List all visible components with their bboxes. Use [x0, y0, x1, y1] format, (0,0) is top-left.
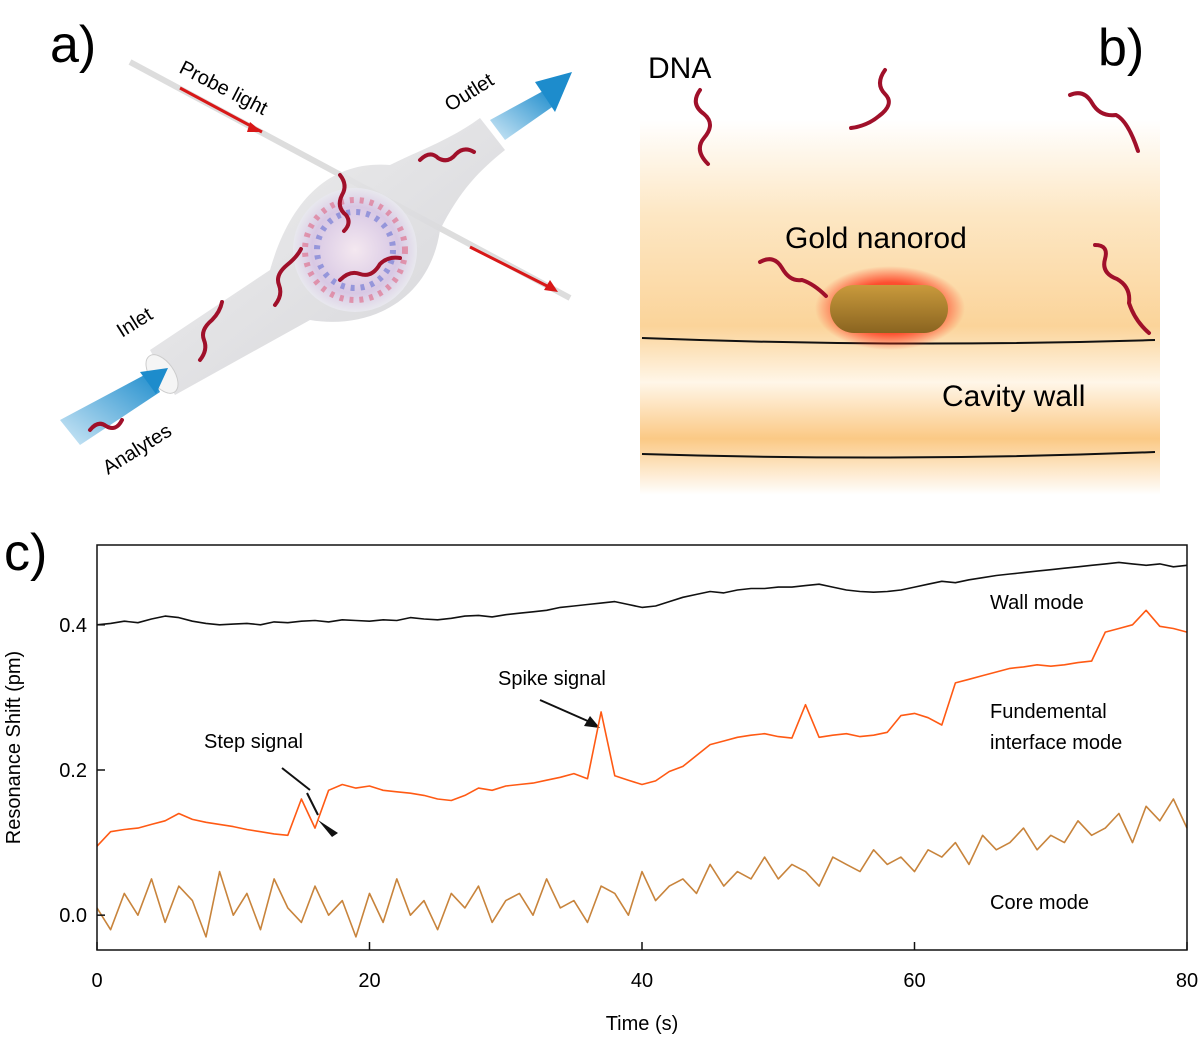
dna	[693, 88, 712, 166]
dna	[1068, 91, 1140, 153]
wall-edge	[641, 451, 1156, 459]
dna	[337, 173, 351, 233]
outlet-arrow	[490, 90, 555, 140]
wall-label: Cavity wall	[942, 380, 1085, 413]
annotation: Wall mode	[990, 592, 1084, 614]
arrow	[281, 767, 311, 791]
annotation: interface mode	[990, 732, 1122, 754]
arrowhead	[247, 122, 262, 132]
arrowhead	[535, 72, 572, 112]
annotation: Core mode	[990, 892, 1089, 914]
series-line	[96, 609, 1188, 847]
dna	[1093, 243, 1151, 335]
x-axis-label: Time (s)	[606, 1013, 679, 1035]
probe-arrow	[179, 86, 263, 134]
arrowhead	[318, 820, 338, 837]
dna-label: DNA	[648, 52, 711, 85]
panel-label: c)	[4, 524, 47, 582]
annotation: Fundemental	[990, 701, 1107, 723]
y-tick-label: 0.0	[59, 905, 87, 927]
x-tick-label: 80	[1176, 970, 1198, 992]
nanorod-label: Gold nanorod	[785, 222, 967, 255]
resonator	[293, 188, 417, 312]
annotation: Spike signal	[498, 668, 606, 690]
outlet-label: Outlet	[441, 69, 498, 116]
dna	[758, 257, 828, 298]
y-tick-label: 0.4	[59, 615, 87, 637]
nanorod	[830, 285, 948, 333]
inlet-label: Inlet	[113, 303, 157, 342]
chart: 0 20 40 60 80 0.0 0.2 0.4 Time (s) Resonance Shif…	[3, 544, 1198, 1035]
dna	[88, 418, 124, 432]
x-tick-label: 40	[631, 970, 653, 992]
y-tick-label: 0.2	[59, 760, 87, 782]
annotation: Step signal	[204, 731, 303, 753]
x-tick-label: 60	[903, 970, 925, 992]
dna	[198, 300, 224, 362]
mode-pattern	[314, 209, 396, 291]
arrow	[306, 792, 319, 816]
panel-label: b)	[1098, 19, 1144, 77]
arrowhead	[584, 716, 600, 728]
x-tick-label: 0	[91, 970, 102, 992]
panel-label: a)	[50, 16, 96, 74]
arrowhead	[544, 280, 558, 292]
dna	[849, 68, 891, 130]
dna	[338, 255, 402, 282]
series-line	[96, 561, 1188, 626]
series-line	[96, 798, 1188, 938]
mode-pattern	[302, 197, 408, 303]
dna	[273, 247, 303, 307]
y-axis-label: Resonance Shift (pm)	[3, 651, 25, 844]
dna	[418, 147, 476, 163]
panel-a: a) Probe light Outlet Inlet Analytes	[50, 16, 572, 479]
arrowhead	[140, 368, 168, 394]
x-tick-label: 20	[358, 970, 380, 992]
inlet-arrow	[60, 372, 160, 445]
probe-arrow	[469, 245, 556, 292]
panel-b: b) DNA Gold nanorod Cavity wall	[640, 19, 1160, 495]
arrow	[539, 699, 591, 723]
